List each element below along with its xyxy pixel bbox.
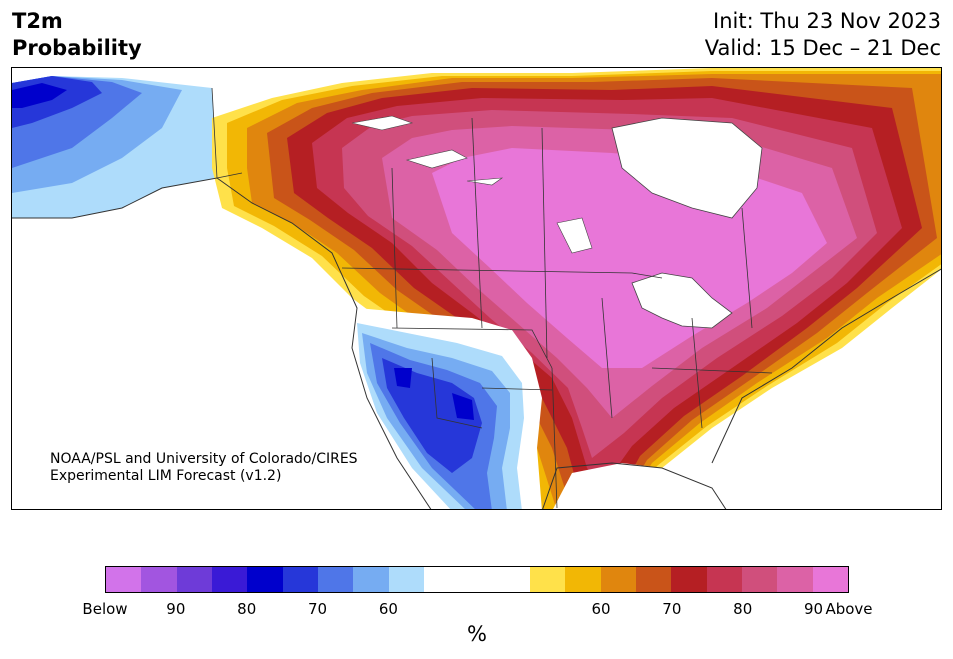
gulf-of-mexico [553,463,712,509]
colorbar-segment [282,567,318,592]
chart-title: T2m Probability [12,8,142,62]
colorbar-tick-label: 70 [308,600,328,618]
colorbar-segment [176,567,212,592]
probability-map: NOAA/PSL and University of Colorado/CIRE… [11,67,942,510]
colorbar-tick-label: 60 [378,600,398,618]
colorbar-segment [106,567,142,592]
great-lakes [631,272,733,329]
colorbar-segment [565,567,601,592]
colorbar-unit: % [467,622,487,646]
colorbar-segment [741,567,778,592]
arctic-north-lakes [351,115,593,254]
title-line-2: Probability [12,36,142,60]
colorbar [105,566,849,593]
credit-line-1: NOAA/PSL and University of Colorado/CIRE… [50,451,358,467]
colorbar-tick-label: 70 [662,600,682,618]
colorbar-tick-label: Below [82,600,128,618]
colorbar-segment [600,567,636,592]
colorbar-segment [635,567,672,592]
credit-line-2: Experimental LIM Forecast (v1.2) [50,468,282,484]
colorbar-segment [388,567,424,592]
hudson-bay [611,117,763,219]
colorbar-segment [529,567,566,592]
map-credit: NOAA/PSL and University of Colorado/CIRE… [50,451,358,485]
colorbar-segment [423,567,530,592]
map-canvas [12,68,941,509]
colorbar-segment [812,567,848,592]
init-date: Init: Thu 23 Nov 2023 [713,9,941,33]
colorbar-tick-label: 60 [591,600,611,618]
colorbar-segment [777,567,813,592]
valid-dates: Valid: 15 Dec – 21 Dec [704,36,941,60]
colorbar-tick-label: 80 [237,600,257,618]
colorbar-segment [211,567,248,592]
colorbar-tick-label: 90 [804,600,824,618]
title-line-1: T2m [12,9,63,33]
colorbar-segment [141,567,177,592]
colorbar-segment [353,567,389,592]
coastlines [12,177,941,509]
colorbar-segment [317,567,354,592]
colorbar-tick-label: 80 [733,600,753,618]
forecast-dates: Init: Thu 23 Nov 2023 Valid: 15 Dec – 21… [705,8,941,62]
political-boundaries [211,87,773,509]
colorbar-segment [247,567,283,592]
colorbar-tick-label: Above [825,600,873,618]
colorbar-segment [706,567,742,592]
colorbar-tick-label: 90 [166,600,186,618]
colorbar-segment [671,567,707,592]
